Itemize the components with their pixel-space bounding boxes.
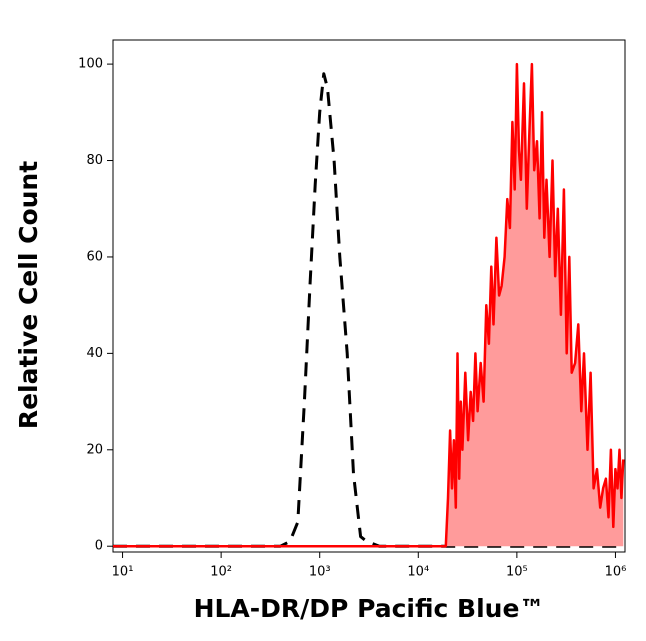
area	[113, 64, 624, 547]
x-tick-label: 10¹	[112, 565, 134, 580]
y-tick-label: 0	[95, 539, 103, 554]
x-tick-label: 10⁵	[506, 565, 528, 580]
y-tick-label: 100	[78, 57, 103, 72]
y-tick-label: 40	[86, 346, 103, 361]
y-tick-label: 80	[86, 153, 103, 168]
x-tick-label: 10⁶	[605, 565, 627, 580]
plot-frame	[112, 39, 626, 553]
x-tick-label: 10²	[210, 565, 232, 580]
line	[113, 62, 625, 548]
y-tick-label: 20	[86, 442, 103, 457]
line	[113, 72, 624, 548]
y-tick-label: 60	[86, 249, 103, 264]
x-tick-label: 10⁴	[407, 565, 429, 580]
y-axis-title: Relative Cell Count	[14, 161, 43, 429]
x-axis-title: HLA-DR/DP Pacific Blue™	[194, 594, 545, 623]
x-tick-label: 10³	[309, 565, 331, 580]
